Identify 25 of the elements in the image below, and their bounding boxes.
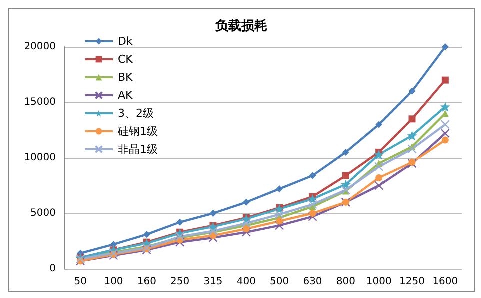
x-tick-label: 1600 bbox=[432, 276, 458, 288]
legend-label: CK bbox=[118, 53, 134, 66]
x-tick-label: 250 bbox=[170, 276, 190, 288]
y-tick-label: 5000 bbox=[30, 208, 56, 219]
x-tick-label: 100 bbox=[104, 276, 124, 288]
x-tick-label: 1000 bbox=[366, 276, 392, 288]
y-tick-label: 20000 bbox=[24, 42, 56, 52]
x-tick-label: 50 bbox=[74, 276, 87, 288]
x-tick-label: 800 bbox=[336, 276, 356, 288]
legend-label: 硅钢1级 bbox=[117, 125, 158, 138]
legend-label: AK bbox=[118, 89, 134, 102]
x-tick-label: 1250 bbox=[400, 276, 425, 288]
legend-label: 非晶1级 bbox=[118, 143, 158, 156]
x-tick-label: 160 bbox=[137, 276, 156, 288]
legend-label: 3、2级 bbox=[118, 107, 154, 120]
x-tick-label: 315 bbox=[204, 276, 223, 288]
legend-label: BK bbox=[118, 71, 134, 84]
x-tick-label: 630 bbox=[303, 276, 322, 288]
legend-label: Dk bbox=[118, 35, 134, 48]
chart-title: 负载损耗 bbox=[214, 18, 268, 34]
y-tick-label: 15000 bbox=[24, 97, 56, 108]
x-tick-label: 400 bbox=[236, 276, 256, 288]
x-tick-label: 500 bbox=[270, 276, 290, 288]
y-tick-label: 10000 bbox=[24, 152, 56, 164]
y-tick-label: 0 bbox=[50, 264, 56, 274]
